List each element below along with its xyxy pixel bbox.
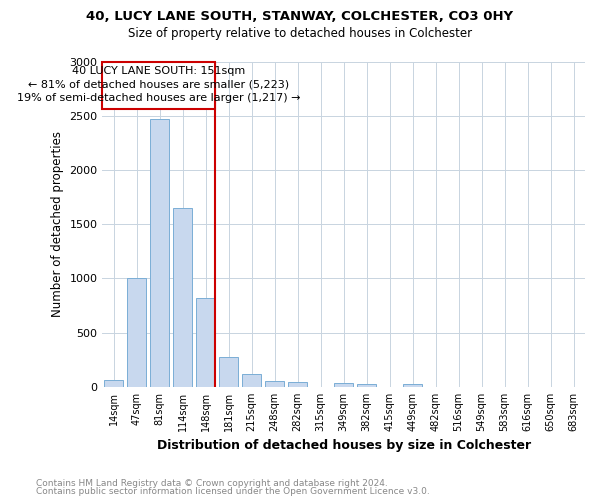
Text: Contains HM Land Registry data © Crown copyright and database right 2024.: Contains HM Land Registry data © Crown c…	[36, 478, 388, 488]
Y-axis label: Number of detached properties: Number of detached properties	[50, 131, 64, 317]
Bar	[127, 278, 146, 387]
Bar	[403, 384, 422, 387]
Bar	[219, 357, 238, 387]
Text: 40 LUCY LANE SOUTH: 151sqm: 40 LUCY LANE SOUTH: 151sqm	[72, 66, 245, 76]
Bar	[242, 374, 262, 387]
Bar	[265, 381, 284, 387]
Text: ← 81% of detached houses are smaller (5,223): ← 81% of detached houses are smaller (5,…	[28, 80, 289, 90]
Bar	[334, 382, 353, 387]
Bar	[288, 382, 307, 387]
Text: 40, LUCY LANE SOUTH, STANWAY, COLCHESTER, CO3 0HY: 40, LUCY LANE SOUTH, STANWAY, COLCHESTER…	[86, 10, 514, 23]
Bar	[196, 298, 215, 387]
FancyBboxPatch shape	[102, 62, 215, 109]
Bar	[357, 384, 376, 387]
Text: Size of property relative to detached houses in Colchester: Size of property relative to detached ho…	[128, 28, 472, 40]
Text: 19% of semi-detached houses are larger (1,217) →: 19% of semi-detached houses are larger (…	[17, 93, 301, 103]
X-axis label: Distribution of detached houses by size in Colchester: Distribution of detached houses by size …	[157, 440, 530, 452]
Bar	[150, 119, 169, 387]
Bar	[173, 208, 193, 387]
Text: Contains public sector information licensed under the Open Government Licence v3: Contains public sector information licen…	[36, 487, 430, 496]
Bar	[104, 380, 124, 387]
